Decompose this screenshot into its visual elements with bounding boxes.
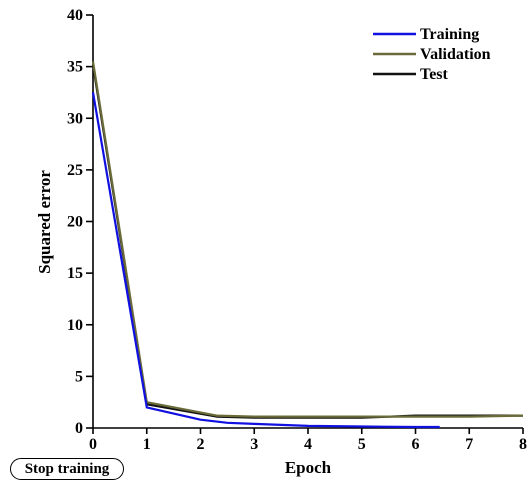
x-tick-label: 3 <box>250 436 258 453</box>
y-axis-title: Squared error <box>35 170 54 274</box>
y-tick-label: 40 <box>67 7 83 24</box>
legend-label-test: Test <box>420 66 449 83</box>
series-layer <box>91 61 524 429</box>
legend-label-training: Training <box>420 26 479 43</box>
x-tick-label: 2 <box>197 436 205 453</box>
y-tick-label: 10 <box>67 317 83 334</box>
x-axis: 0 1 2 3 4 5 6 7 8 <box>89 427 527 453</box>
y-tick-label: 20 <box>67 214 83 231</box>
series-line-test <box>91 64 523 419</box>
x-tick-label: 7 <box>465 436 473 453</box>
series-line-training <box>91 92 440 429</box>
legend: Training Validation Test <box>373 26 491 83</box>
y-tick-label: 0 <box>75 420 83 437</box>
x-tick-label: 6 <box>412 436 420 453</box>
x-tick-label: 5 <box>358 436 366 453</box>
y-tick-label: 5 <box>75 368 83 385</box>
x-axis-title: Epoch <box>285 458 332 477</box>
y-axis: 0 5 10 15 20 25 30 35 40 <box>67 7 94 437</box>
stop-training-button[interactable]: Stop training <box>10 458 124 480</box>
x-tick-label: 4 <box>304 436 312 453</box>
x-tick-label: 0 <box>89 436 97 453</box>
series-line-validation <box>91 61 524 418</box>
y-tick-label: 25 <box>67 162 83 179</box>
x-tick-label: 8 <box>519 436 527 453</box>
y-tick-label: 15 <box>67 265 83 282</box>
legend-label-validation: Validation <box>420 46 491 63</box>
x-tick-label: 1 <box>143 436 151 453</box>
y-tick-label: 35 <box>67 59 83 76</box>
y-tick-label: 30 <box>67 110 83 127</box>
